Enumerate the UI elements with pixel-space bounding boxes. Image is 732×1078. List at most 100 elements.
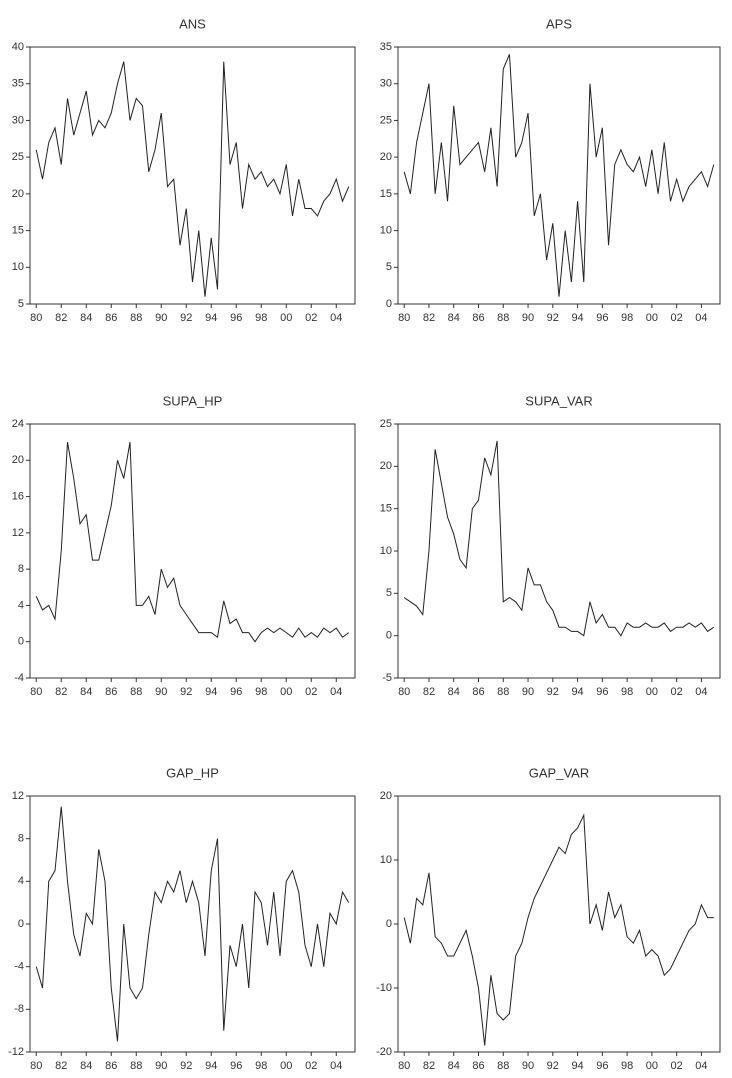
- x-tick-label: 98: [621, 1060, 633, 1072]
- plot-frame: [397, 46, 721, 305]
- x-tick-label: 04: [330, 312, 342, 324]
- y-tick-label: 5: [386, 587, 392, 599]
- y-tick-label: 30: [380, 78, 392, 90]
- x-tick-label: 94: [205, 686, 217, 698]
- x-tick-label: 94: [205, 312, 217, 324]
- y-tick-label: -5: [382, 672, 392, 684]
- x-tick-label: 94: [205, 1060, 217, 1072]
- x-tick-label: 94: [571, 686, 583, 698]
- y-tick-label: 20: [380, 790, 392, 802]
- y-tick-label: 0: [386, 630, 392, 642]
- x-tick-label: 92: [180, 312, 192, 324]
- plot-frame: [29, 46, 356, 305]
- x-tick-label: 94: [571, 312, 583, 324]
- chart-title: ANS: [179, 16, 206, 31]
- chart-title: APS: [546, 16, 572, 31]
- x-tick-label: 80: [398, 686, 410, 698]
- y-tick-label: 10: [380, 545, 392, 557]
- y-tick-label: 20: [380, 460, 392, 472]
- x-tick-label: 84: [80, 686, 92, 698]
- x-tick-label: 82: [55, 312, 67, 324]
- y-tick-label: 15: [12, 224, 24, 236]
- x-tick-label: 94: [571, 1060, 583, 1072]
- x-tick-label: 84: [448, 1060, 460, 1072]
- chart-title: GAP_HP: [166, 765, 219, 780]
- data-line: [35, 806, 350, 1042]
- x-tick-label: 90: [155, 1060, 167, 1072]
- x-tick-label: 88: [130, 312, 142, 324]
- x-tick-label: 84: [80, 1060, 92, 1072]
- x-tick-label: 84: [448, 312, 460, 324]
- y-tick-label: 25: [380, 418, 392, 430]
- x-tick-label: 00: [646, 312, 658, 324]
- x-tick-label: 82: [423, 1060, 435, 1072]
- x-tick-label: 80: [30, 686, 42, 698]
- y-tick-label: 5: [386, 261, 392, 273]
- plot-frame: [29, 795, 356, 1053]
- y-tick-label: 25: [12, 151, 24, 163]
- y-tick-label: -8: [14, 1003, 24, 1015]
- y-tick-label: 10: [380, 854, 392, 866]
- x-tick-label: 96: [230, 312, 242, 324]
- x-tick-label: 00: [280, 686, 292, 698]
- x-tick-label: 84: [80, 312, 92, 324]
- data-line: [403, 54, 715, 297]
- x-tick-label: 96: [230, 1060, 242, 1072]
- x-tick-label: 86: [472, 686, 484, 698]
- y-tick-label: 35: [380, 41, 392, 53]
- x-tick-label: 92: [180, 686, 192, 698]
- x-tick-label: 86: [105, 686, 117, 698]
- y-tick-label: 12: [12, 527, 24, 539]
- y-tick-label: 0: [386, 918, 392, 930]
- y-tick-label: 20: [12, 188, 24, 200]
- x-tick-label: 92: [547, 686, 559, 698]
- y-tick-label: 8: [18, 563, 24, 575]
- plot-frame: [397, 423, 721, 679]
- y-tick-label: 8: [18, 833, 24, 845]
- x-tick-label: 88: [130, 686, 142, 698]
- x-tick-label: 90: [155, 312, 167, 324]
- y-tick-label: 20: [380, 151, 392, 163]
- x-tick-label: 04: [695, 312, 707, 324]
- data-line: [403, 440, 715, 637]
- x-tick-label: 00: [280, 312, 292, 324]
- x-tick-label: 80: [30, 312, 42, 324]
- plot-frame: [29, 423, 356, 679]
- x-tick-label: 98: [621, 686, 633, 698]
- x-tick-label: 82: [55, 1060, 67, 1072]
- y-tick-label: 25: [380, 114, 392, 126]
- y-tick-label: 10: [380, 224, 392, 236]
- x-tick-label: 90: [522, 1060, 534, 1072]
- x-tick-label: 02: [671, 312, 683, 324]
- x-tick-label: 04: [695, 686, 707, 698]
- y-tick-label: 15: [380, 503, 392, 515]
- x-tick-label: 98: [621, 312, 633, 324]
- x-tick-label: 00: [646, 686, 658, 698]
- y-tick-label: 10: [12, 261, 24, 273]
- x-tick-label: 96: [596, 686, 608, 698]
- y-tick-label: 0: [386, 298, 392, 310]
- chart-title: GAP_VAR: [529, 765, 589, 780]
- x-tick-label: 02: [305, 686, 317, 698]
- y-tick-label: 20: [12, 454, 24, 466]
- y-tick-label: 16: [12, 490, 24, 502]
- x-tick-label: 96: [230, 686, 242, 698]
- x-tick-label: 80: [398, 1060, 410, 1072]
- x-tick-label: 84: [448, 686, 460, 698]
- x-tick-label: 92: [547, 1060, 559, 1072]
- x-tick-label: 86: [105, 312, 117, 324]
- data-line: [403, 813, 714, 1046]
- x-tick-label: 02: [671, 686, 683, 698]
- y-tick-label: 40: [12, 41, 24, 53]
- x-tick-label: 00: [646, 1060, 658, 1072]
- y-tick-label: -20: [376, 1046, 392, 1058]
- data-line: [35, 442, 350, 643]
- x-tick-label: 02: [671, 1060, 683, 1072]
- x-tick-label: 88: [497, 312, 509, 324]
- x-tick-label: 86: [472, 1060, 484, 1072]
- x-tick-label: 90: [522, 312, 534, 324]
- y-tick-label: 30: [12, 114, 24, 126]
- x-tick-label: 82: [55, 686, 67, 698]
- y-tick-label: -4: [14, 961, 24, 973]
- y-tick-label: -12: [8, 1046, 24, 1058]
